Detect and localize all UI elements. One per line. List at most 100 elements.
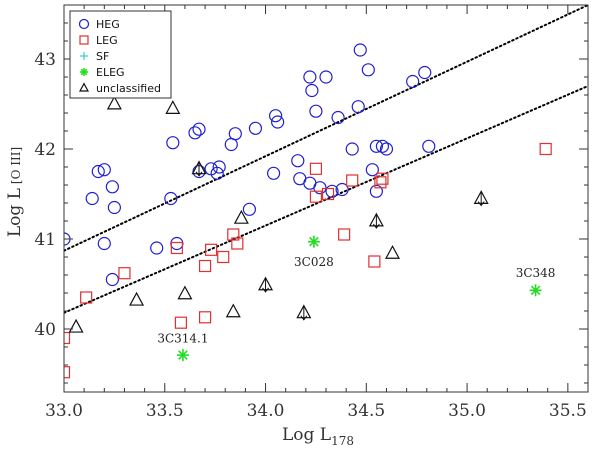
heg-point bbox=[97, 236, 111, 251]
x-tick-label: 35.0 bbox=[448, 401, 486, 421]
heg-point bbox=[267, 166, 281, 180]
leg-point bbox=[227, 228, 240, 241]
unclassified-point bbox=[129, 291, 145, 306]
unclassified-point bbox=[106, 95, 122, 110]
heg-point bbox=[170, 236, 184, 251]
eleg-point-ray bbox=[178, 350, 188, 360]
leg-point bbox=[174, 316, 187, 329]
heg-point bbox=[192, 122, 206, 136]
heg-point bbox=[418, 65, 432, 80]
x-axis-title-subscript: 178 bbox=[331, 434, 354, 448]
y-tick-label: 42 bbox=[34, 140, 56, 160]
heg-point bbox=[309, 104, 323, 118]
annotation-label: 3C028 bbox=[294, 255, 334, 269]
heg-point bbox=[422, 139, 436, 153]
upper-limit-arrow-head bbox=[195, 171, 203, 177]
heg-point bbox=[271, 115, 285, 129]
annotations: 3C314.1 3C028 3C348 bbox=[157, 255, 555, 346]
heg-point bbox=[166, 136, 180, 150]
leg-point bbox=[309, 162, 323, 175]
leg-point bbox=[205, 243, 218, 256]
leg-point bbox=[309, 190, 323, 203]
heg-point bbox=[248, 121, 263, 135]
legend-label-unclassified: unclassified bbox=[96, 82, 161, 95]
axis-ticks bbox=[63, 4, 589, 392]
legend-label-leg: LEG bbox=[96, 34, 118, 47]
y-tick-label: 41 bbox=[34, 230, 56, 250]
heg-point bbox=[335, 182, 349, 197]
heg-point bbox=[375, 139, 390, 153]
x-tick-label: 35.5 bbox=[549, 401, 587, 421]
leg-point bbox=[217, 250, 230, 264]
upper-limit-arrow-head bbox=[262, 287, 269, 293]
leg-point bbox=[198, 259, 212, 273]
heg-point bbox=[291, 154, 305, 168]
legend-label-eleg: ELEG bbox=[96, 66, 125, 79]
heg-point bbox=[85, 191, 99, 206]
heg-point bbox=[406, 74, 420, 89]
heg-point bbox=[331, 110, 345, 125]
heg-point bbox=[361, 63, 375, 77]
leg-point bbox=[376, 172, 389, 185]
leg-point bbox=[118, 267, 131, 280]
x-tick-label: 33.0 bbox=[45, 401, 83, 421]
data-points bbox=[64, 43, 552, 379]
legend-label-heg: HEG bbox=[96, 18, 120, 31]
heg-point bbox=[91, 164, 105, 179]
legend-marker-leg bbox=[79, 35, 89, 45]
y-tick-label: 43 bbox=[34, 50, 56, 70]
legend: HEG LEG SF ELEG unclassified bbox=[69, 10, 172, 99]
heg-point bbox=[105, 180, 119, 194]
heg-point bbox=[325, 184, 339, 198]
leg-point bbox=[368, 255, 381, 268]
annotation-label: 3C314.1 bbox=[157, 332, 208, 346]
leg-point bbox=[198, 311, 212, 324]
x-tick-label: 34.5 bbox=[347, 401, 385, 421]
heg-point bbox=[319, 70, 333, 84]
leg-point bbox=[64, 331, 71, 345]
x-axis-title: Log L178 bbox=[282, 425, 354, 448]
annotation-label: 3C348 bbox=[516, 266, 556, 280]
heg-point bbox=[369, 184, 383, 198]
eleg-point-ray bbox=[530, 285, 541, 296]
eleg-point bbox=[529, 284, 542, 297]
leg-point bbox=[338, 228, 351, 241]
leg-point bbox=[64, 366, 71, 379]
y-axis-title: Log L[O III] bbox=[5, 147, 25, 237]
leg-point bbox=[231, 237, 244, 250]
leg-point bbox=[170, 241, 183, 255]
unclassified-point bbox=[165, 100, 181, 114]
heg-point bbox=[353, 43, 367, 57]
heg-point bbox=[212, 160, 226, 174]
fit-line-upper bbox=[64, 5, 588, 252]
x-tick-label: 34.0 bbox=[247, 401, 285, 421]
unclassified-point bbox=[225, 303, 241, 318]
leg-point bbox=[539, 142, 552, 156]
heg-point bbox=[150, 241, 164, 255]
eleg-point bbox=[176, 349, 189, 362]
legend-marker-eleg-ray bbox=[80, 68, 88, 76]
heg-point bbox=[97, 163, 111, 177]
heg-point bbox=[242, 202, 257, 216]
heg-point bbox=[188, 126, 202, 140]
heg-point bbox=[303, 70, 317, 84]
x-tick-label: 33.5 bbox=[146, 401, 184, 421]
heg-point bbox=[369, 139, 383, 153]
tick-labels: 33.0 33.5 34.0 34.5 35.0 35.5 40 41 42 43 bbox=[34, 50, 586, 421]
heg-point bbox=[269, 109, 283, 123]
eleg-point-ray bbox=[309, 236, 319, 247]
legend-marker-unclassified bbox=[78, 82, 90, 92]
leg-point bbox=[80, 291, 93, 304]
leg-point bbox=[346, 174, 359, 187]
leg-point bbox=[321, 187, 335, 201]
heg-point bbox=[365, 163, 379, 177]
heg-point bbox=[345, 142, 359, 156]
heg-point bbox=[164, 191, 178, 206]
legend-marker-heg bbox=[78, 18, 90, 30]
upper-limit-arrow-head bbox=[477, 201, 485, 207]
y-tick-label: 40 bbox=[34, 320, 56, 340]
unclassified-point bbox=[177, 285, 193, 300]
upper-limit-arrow-head bbox=[372, 223, 380, 229]
heg-point bbox=[210, 166, 224, 180]
